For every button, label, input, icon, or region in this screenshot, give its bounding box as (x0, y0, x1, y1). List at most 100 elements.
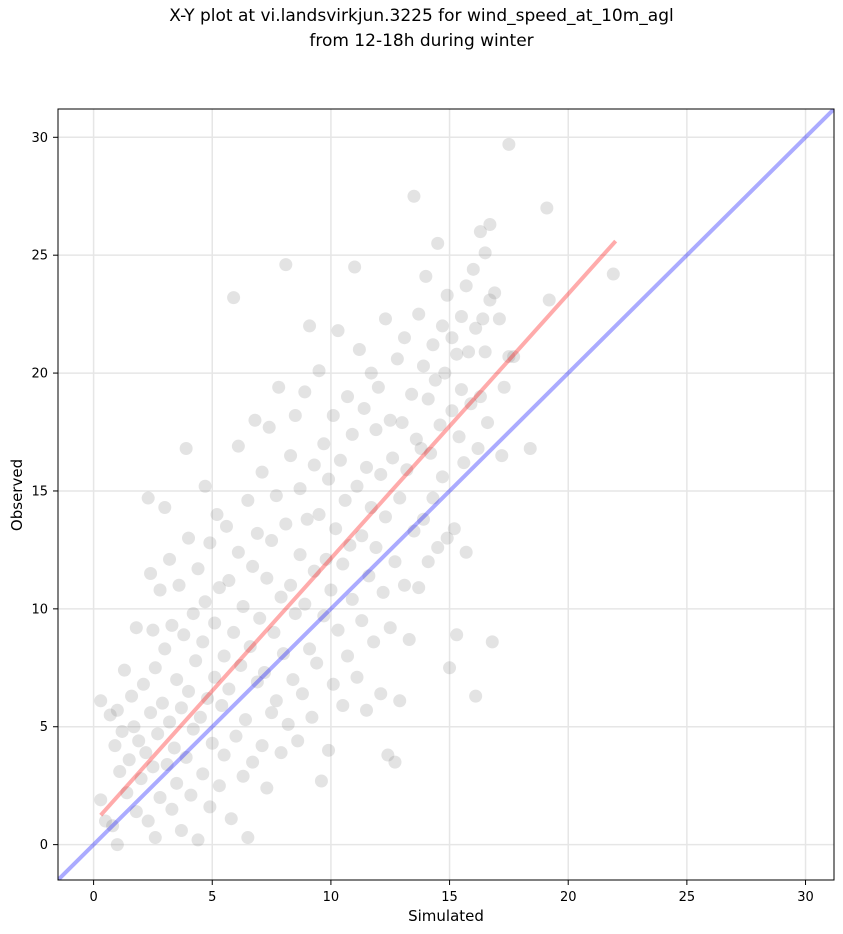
data-point (231, 439, 245, 453)
data-point (208, 616, 222, 630)
data-point (155, 696, 169, 710)
data-point (217, 748, 231, 762)
x-tick-label: 20 (560, 890, 577, 905)
data-point (428, 373, 442, 387)
data-point (395, 416, 409, 430)
data-point (231, 545, 245, 559)
chart-title-line1: X-Y plot at vi.landsvirkjun.3225 for win… (169, 6, 674, 26)
data-point (331, 324, 345, 338)
data-point (224, 812, 238, 826)
data-point (440, 288, 454, 302)
data-point (350, 479, 364, 493)
data-point (369, 541, 383, 555)
y-tick-label: 20 (31, 367, 48, 382)
chart-title-line2: from 12-18h during winter (309, 31, 534, 51)
data-point (265, 706, 279, 720)
data-point (483, 218, 497, 232)
data-point (127, 720, 141, 734)
data-point (94, 793, 108, 807)
data-point (374, 687, 388, 701)
data-point (312, 364, 326, 378)
data-point (208, 670, 222, 684)
data-point (407, 189, 421, 203)
data-point (120, 786, 134, 800)
data-point (341, 649, 355, 663)
data-point (132, 734, 146, 748)
data-point (158, 642, 172, 656)
data-point (319, 552, 333, 566)
data-point (146, 623, 160, 637)
data-point (492, 312, 506, 326)
data-point (402, 633, 416, 647)
data-point (284, 449, 298, 463)
y-tick-label: 30 (31, 131, 48, 146)
data-point (174, 823, 188, 837)
data-point (182, 684, 196, 698)
data-point (286, 673, 300, 687)
data-point (134, 772, 148, 786)
data-point (219, 519, 233, 533)
data-point (336, 699, 350, 713)
data-point (215, 699, 229, 713)
data-point (435, 319, 449, 333)
data-point (141, 491, 155, 505)
data-point (288, 607, 302, 621)
data-point (255, 465, 269, 479)
data-point (435, 470, 449, 484)
data-point (393, 694, 407, 708)
x-tick-label: 30 (797, 890, 814, 905)
data-point (345, 427, 359, 441)
data-point (269, 694, 283, 708)
data-point (236, 769, 250, 783)
data-point (182, 531, 196, 545)
data-point (148, 831, 162, 845)
data-point (421, 392, 435, 406)
data-point (179, 750, 193, 764)
data-point (153, 583, 167, 597)
data-point (307, 458, 321, 472)
data-point (265, 533, 279, 547)
data-point (293, 482, 307, 496)
data-point (314, 774, 328, 788)
data-point (262, 420, 276, 434)
data-point (450, 628, 464, 642)
data-point (312, 508, 326, 522)
data-point (153, 790, 167, 804)
data-point (433, 418, 447, 432)
data-point (421, 555, 435, 569)
x-tick-label: 15 (441, 890, 458, 905)
data-point (238, 713, 252, 727)
data-point (478, 345, 492, 359)
data-point (364, 366, 378, 380)
data-point (317, 609, 331, 623)
data-point (174, 701, 188, 715)
y-tick-label: 15 (31, 484, 48, 499)
data-point (276, 647, 290, 661)
data-point (212, 581, 226, 595)
data-point (326, 409, 340, 423)
data-point (426, 491, 440, 505)
data-point (386, 451, 400, 465)
data-point (440, 531, 454, 545)
data-point (274, 590, 288, 604)
data-point (248, 413, 262, 427)
data-point (400, 463, 414, 477)
data-point (246, 755, 260, 769)
data-point (452, 430, 466, 444)
data-point (497, 380, 511, 394)
data-point (454, 383, 468, 397)
data-point (98, 814, 112, 828)
data-point (246, 559, 260, 573)
data-point (390, 352, 404, 366)
data-point (300, 512, 314, 526)
data-point (234, 658, 248, 672)
data-point (186, 722, 200, 736)
data-point (274, 746, 288, 760)
data-point (279, 258, 293, 272)
y-tick-label: 0 (40, 838, 48, 853)
data-point (371, 380, 385, 394)
y-tick-label: 25 (31, 249, 48, 264)
data-point (355, 614, 369, 628)
x-tick-label: 10 (323, 890, 340, 905)
data-point (151, 727, 165, 741)
